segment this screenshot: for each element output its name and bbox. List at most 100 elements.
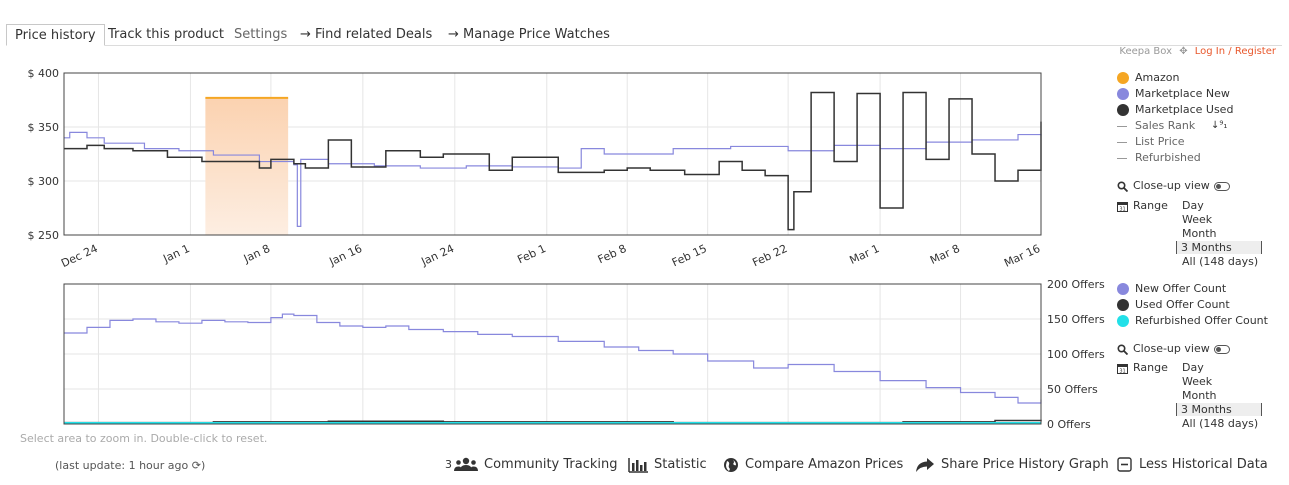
keepa-box: Keepa Box ✥ Log In / Register — [1119, 46, 1276, 57]
y-tick-label: 50 Offers — [1047, 383, 1098, 396]
y-tick-label: 0 Offers — [1047, 418, 1091, 431]
calendar-icon: 31 — [1117, 363, 1128, 374]
y-tick-label: 200 Offers — [1047, 278, 1105, 291]
range-all[interactable]: All (148 days) — [1182, 417, 1259, 430]
x-tick-label: Jan 8 — [241, 242, 272, 266]
magnifier-icon — [1117, 343, 1129, 355]
legend-label: Used Offer Count — [1135, 298, 1230, 311]
range-day[interactable]: Day — [1182, 199, 1204, 212]
range-month[interactable]: Month — [1182, 227, 1217, 240]
amazon-area — [205, 97, 289, 235]
new-offer-dot-icon — [1117, 283, 1129, 295]
legend-label: Refurbished Offer Count — [1135, 314, 1268, 327]
toggle-icon[interactable] — [1213, 344, 1230, 354]
x-tick-label: Feb 1 — [515, 242, 548, 266]
calendar-icon: 31 — [1117, 201, 1128, 212]
share-label: Share Price History Graph — [941, 457, 1109, 472]
x-tick-label: Mar 1 — [848, 242, 882, 267]
sales-rank-line-icon — [1117, 126, 1127, 127]
range-label-row: 31 Range — [1117, 199, 1168, 212]
legend-label: Marketplace Used — [1135, 103, 1234, 116]
x-tick-label: Mar 16 — [1002, 242, 1042, 270]
marketplace-new-dot-icon — [1117, 88, 1129, 100]
used-offer-dot-icon — [1117, 299, 1129, 311]
series-used-offer-count — [64, 419, 1042, 424]
offer-chart[interactable]: 200 Offers 150 Offers 100 Offers 50 Offers 0… — [0, 275, 1110, 435]
legend-label: Amazon — [1135, 71, 1180, 84]
compare-label: Compare Amazon Prices — [745, 457, 904, 472]
community-count: 3 — [445, 458, 452, 471]
range-3-months[interactable]: 3 Months — [1176, 403, 1262, 416]
range-day[interactable]: Day — [1182, 361, 1204, 374]
move-icon[interactable]: ✥ — [1179, 46, 1188, 57]
footer-bar: (last update: 1 hour ago ⟳) 3 Community T… — [0, 455, 1289, 477]
y-tick-label: 100 Offers — [1047, 348, 1105, 361]
keepa-box-label: Keepa Box — [1119, 46, 1172, 57]
tab-price-history[interactable]: Price history — [6, 24, 105, 46]
share-price-history-button[interactable]: Share Price History Graph — [915, 455, 1109, 475]
sort-icon[interactable]: ↓⁹₁ — [1211, 120, 1228, 131]
y-tick-label: $ 400 — [28, 67, 60, 80]
statistic-label: Statistic — [654, 457, 707, 472]
range-month[interactable]: Month — [1182, 389, 1217, 402]
zoom-hint: Select area to zoom in. Double-click to … — [20, 432, 268, 445]
closeup-view-toggle-offers[interactable]: Close-up view — [1117, 342, 1230, 355]
x-tick-label: Jan 1 — [160, 242, 191, 266]
svg-text:31: 31 — [1119, 206, 1125, 212]
range-label-row-offers: 31 Range — [1117, 361, 1168, 374]
range-week[interactable]: Week — [1182, 213, 1213, 226]
tab-track-this-product[interactable]: Track this product — [108, 27, 225, 42]
compare-amazon-prices-button[interactable]: Compare Amazon Prices — [723, 455, 903, 475]
users-icon — [454, 457, 478, 471]
tab-find-related-deals[interactable]: → Find related Deals — [300, 27, 433, 42]
legend-label: Refurbished — [1135, 151, 1201, 164]
y-tick-label: 150 Offers — [1047, 313, 1105, 326]
range-label: Range — [1133, 361, 1168, 374]
refurbished-line-icon — [1117, 158, 1127, 159]
share-icon — [916, 457, 934, 472]
legend-label: List Price — [1135, 135, 1185, 148]
y-tick-label: $ 250 — [28, 229, 60, 242]
range-label: Range — [1133, 199, 1168, 212]
refurbished-offer-dot-icon — [1117, 315, 1129, 327]
refresh-icon[interactable]: ⟳ — [191, 459, 201, 472]
x-tick-label: Jan 16 — [326, 242, 364, 269]
marketplace-used-dot-icon — [1117, 104, 1129, 116]
closeup-view-toggle[interactable]: Close-up view — [1117, 179, 1230, 192]
community-tracking-button[interactable]: 3 Community Tracking — [445, 455, 618, 475]
less-historical-data-button[interactable]: Less Historical Data — [1117, 455, 1268, 475]
closeup-label: Close-up view — [1133, 179, 1210, 192]
range-3-months[interactable]: 3 Months — [1176, 241, 1262, 254]
series-marketplace-used — [64, 91, 1042, 231]
range-all[interactable]: All (148 days) — [1182, 255, 1259, 268]
x-tick-label: Feb 8 — [596, 242, 629, 266]
legend-label: Sales Rank — [1135, 119, 1196, 132]
community-label: Community Tracking — [484, 457, 618, 472]
toggle-icon[interactable] — [1213, 181, 1230, 191]
tab-settings[interactable]: Settings — [234, 27, 288, 42]
plot-frame — [63, 72, 1042, 236]
series-new-offer-count — [64, 313, 1042, 404]
last-update: (last update: 1 hour ago ⟳) — [55, 459, 206, 472]
statistic-button[interactable]: Statistic — [628, 455, 707, 475]
globe-icon — [724, 457, 738, 472]
x-tick-label: Mar 8 — [928, 242, 962, 267]
minus-box-icon — [1117, 456, 1132, 472]
login-register-link[interactable]: Log In / Register — [1194, 46, 1276, 57]
list-price-line-icon — [1117, 142, 1127, 143]
x-tick-label: Feb 15 — [670, 242, 709, 269]
legend-label: Marketplace New — [1135, 87, 1230, 100]
range-week[interactable]: Week — [1182, 375, 1213, 388]
tab-bar: Price history Track this product Setting… — [6, 24, 1282, 46]
plot-frame — [63, 283, 1042, 425]
y-tick-label: $ 350 — [28, 121, 60, 134]
magnifier-icon — [1117, 180, 1129, 192]
x-tick-label: Dec 24 — [59, 242, 100, 270]
x-tick-label: Jan 24 — [418, 242, 456, 269]
less-label: Less Historical Data — [1139, 457, 1268, 472]
svg-text:31: 31 — [1119, 368, 1125, 374]
tab-manage-price-watches[interactable]: → Manage Price Watches — [448, 27, 610, 42]
x-tick-label: Feb 22 — [750, 242, 789, 269]
y-tick-label: $ 300 — [28, 175, 60, 188]
